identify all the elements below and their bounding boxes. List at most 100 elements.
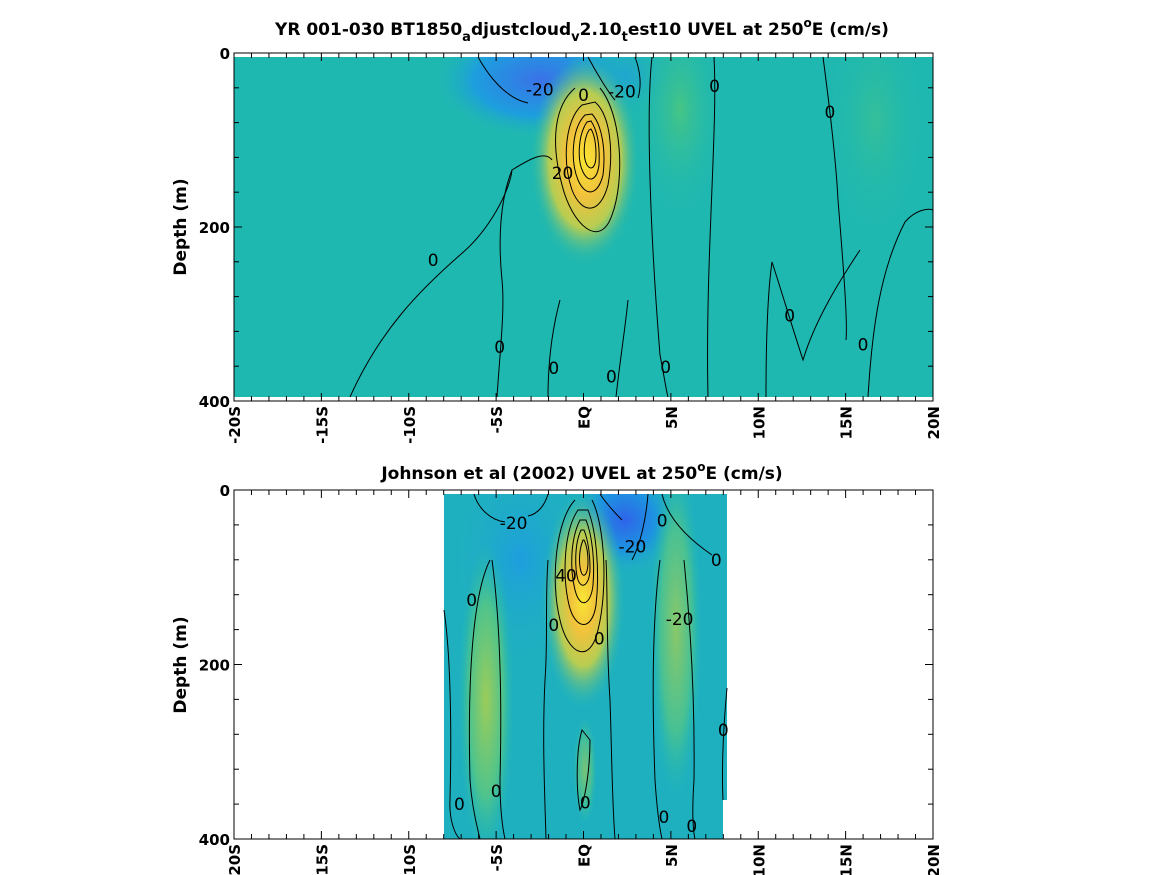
contour-line <box>565 101 612 209</box>
contour-label: 0 <box>548 359 559 379</box>
contour-label: 0 <box>606 368 617 388</box>
contour-label: 0 <box>548 616 559 636</box>
y-tick-label: 200 <box>199 219 230 237</box>
x-tick-label: -20S <box>226 844 244 875</box>
contour-label: 0 <box>660 358 671 378</box>
contour-line <box>599 493 623 521</box>
y-tick-label: 400 <box>199 393 230 411</box>
x-tick-label: -20S <box>226 406 244 444</box>
eastward-core-far-north <box>825 57 925 240</box>
contour-label: 0 <box>494 338 505 358</box>
contour-label: 0 <box>491 782 502 802</box>
x-tick-label: EQ <box>576 406 594 429</box>
contour-label: 0 <box>686 817 697 837</box>
contour-line <box>867 208 934 398</box>
contour-label: -20 <box>500 514 528 534</box>
x-tick-label: 10N <box>750 844 768 875</box>
contour-line <box>721 687 728 801</box>
contour-label: 0 <box>718 721 729 741</box>
x-tick-label: -10S <box>401 406 419 444</box>
contour-line <box>564 509 599 625</box>
contour-line <box>587 56 616 101</box>
panel-bottom: Johnson et al (2002) UVEL at 250oE (cm/s… <box>171 460 943 875</box>
contour-line <box>615 299 629 398</box>
jet-core <box>541 494 625 710</box>
contour-label: 0 <box>657 512 668 532</box>
contour-label: -20 <box>608 82 636 102</box>
contour-label: 0 <box>466 591 477 611</box>
contour-label: 20 <box>552 164 574 184</box>
contour-line <box>605 559 616 840</box>
missing-data-mask <box>723 800 728 840</box>
contour-line <box>661 493 713 556</box>
x-tick-label: 5N <box>663 406 681 429</box>
panel-bottom-contours <box>443 493 728 840</box>
contour-line <box>571 519 595 603</box>
contour-line <box>576 728 591 812</box>
x-tick-label: -5S <box>488 406 506 433</box>
eastward-core-north2 <box>650 494 702 800</box>
contour-label: 0 <box>578 86 589 106</box>
contour-label: 0 <box>454 795 465 815</box>
eastward-core-north <box>635 57 725 220</box>
contour-line <box>648 56 669 398</box>
panel-top-ylabel: Depth (m) <box>171 178 191 275</box>
panel-top-contours <box>349 56 934 398</box>
contour-line <box>683 559 696 840</box>
y-tick-label: 400 <box>199 831 230 849</box>
x-tick-label: 15N <box>838 844 856 875</box>
contour-label: 0 <box>709 77 720 97</box>
contour-line <box>707 56 716 398</box>
x-tick-label: EQ <box>576 844 594 867</box>
contour-line <box>652 559 663 840</box>
contour-label: 0 <box>711 551 722 571</box>
contour-line <box>634 56 641 99</box>
x-tick-label: -15S <box>313 844 331 875</box>
contour-label: 40 <box>555 567 577 587</box>
contour-line <box>765 249 861 398</box>
contour-line <box>491 559 506 840</box>
contour-line <box>527 493 549 517</box>
y-tick-label: 200 <box>199 657 230 675</box>
contour-line <box>583 128 597 169</box>
contour-label: 0 <box>858 335 869 355</box>
contour-label: -20 <box>526 81 554 101</box>
contour-line <box>443 609 461 840</box>
contour-line <box>578 120 600 180</box>
panel-top: YR 001-030 BT1850adjustcloudv2.10test10 … <box>171 16 943 444</box>
contour-line <box>473 493 506 523</box>
x-tick-label: -5S <box>488 844 506 871</box>
contour-label: 0 <box>824 103 835 123</box>
contour-line <box>496 169 513 398</box>
y-tick-label: 0 <box>220 45 230 63</box>
x-tick-label: -15S <box>313 406 331 444</box>
contour-line <box>477 56 529 104</box>
contour-line <box>555 87 621 233</box>
y-tick-label: 0 <box>220 482 230 500</box>
contour-line <box>554 499 605 653</box>
panel-top-title: YR 001-030 BT1850adjustcloudv2.10test10 … <box>274 16 889 45</box>
contour-label: 0 <box>428 251 439 271</box>
contour-label: -20 <box>619 538 647 558</box>
eastward-core-south <box>458 540 514 839</box>
contour-line <box>575 529 591 586</box>
contour-label: -20 <box>666 610 694 630</box>
contour-label: 0 <box>658 808 669 828</box>
x-tick-label: -10S <box>401 844 419 875</box>
contour-line <box>543 559 549 840</box>
contour-line <box>349 155 553 398</box>
panel-bottom-field <box>444 494 727 839</box>
panel-top-contour-labels: -20 0 -20 0 0 20 0 0 0 0 0 0 0 <box>428 77 869 388</box>
contour-line <box>822 56 847 341</box>
contour-line <box>468 559 491 840</box>
panel-bottom-ylabel: Depth (m) <box>171 616 191 713</box>
panel-bottom-title: Johnson et al (2002) UVEL at 250oE (cm/s… <box>380 460 782 484</box>
contour-line <box>579 539 589 576</box>
contour-label: 0 <box>594 629 605 649</box>
x-tick-label: 5N <box>663 844 681 867</box>
x-tick-label: 20N <box>925 844 943 875</box>
